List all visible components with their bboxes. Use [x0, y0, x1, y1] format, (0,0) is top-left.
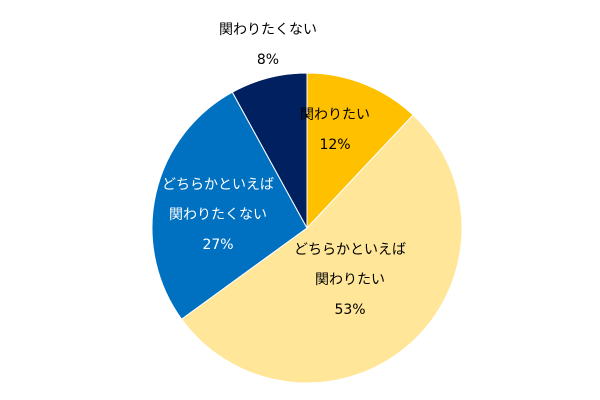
pie-slice	[306, 72, 414, 230]
slice-value-label: 8%	[257, 52, 279, 68]
slice-value-label: 53%	[334, 302, 365, 318]
slice-label: 関わりたい	[315, 272, 385, 288]
slice-label: 関わりたくない	[169, 207, 267, 223]
pie-slice	[151, 91, 308, 320]
pie-slice	[231, 72, 308, 229]
slice-label: 関わりたい	[300, 107, 370, 123]
slice-value-label: 12%	[319, 137, 350, 153]
slice-label: どちらかといえば	[294, 242, 406, 258]
pie-slice	[180, 114, 463, 384]
slice-value-label: 27%	[202, 237, 233, 253]
slice-label: どちらかといえば	[162, 177, 274, 193]
slice-label: 関わりたくない	[219, 22, 317, 38]
